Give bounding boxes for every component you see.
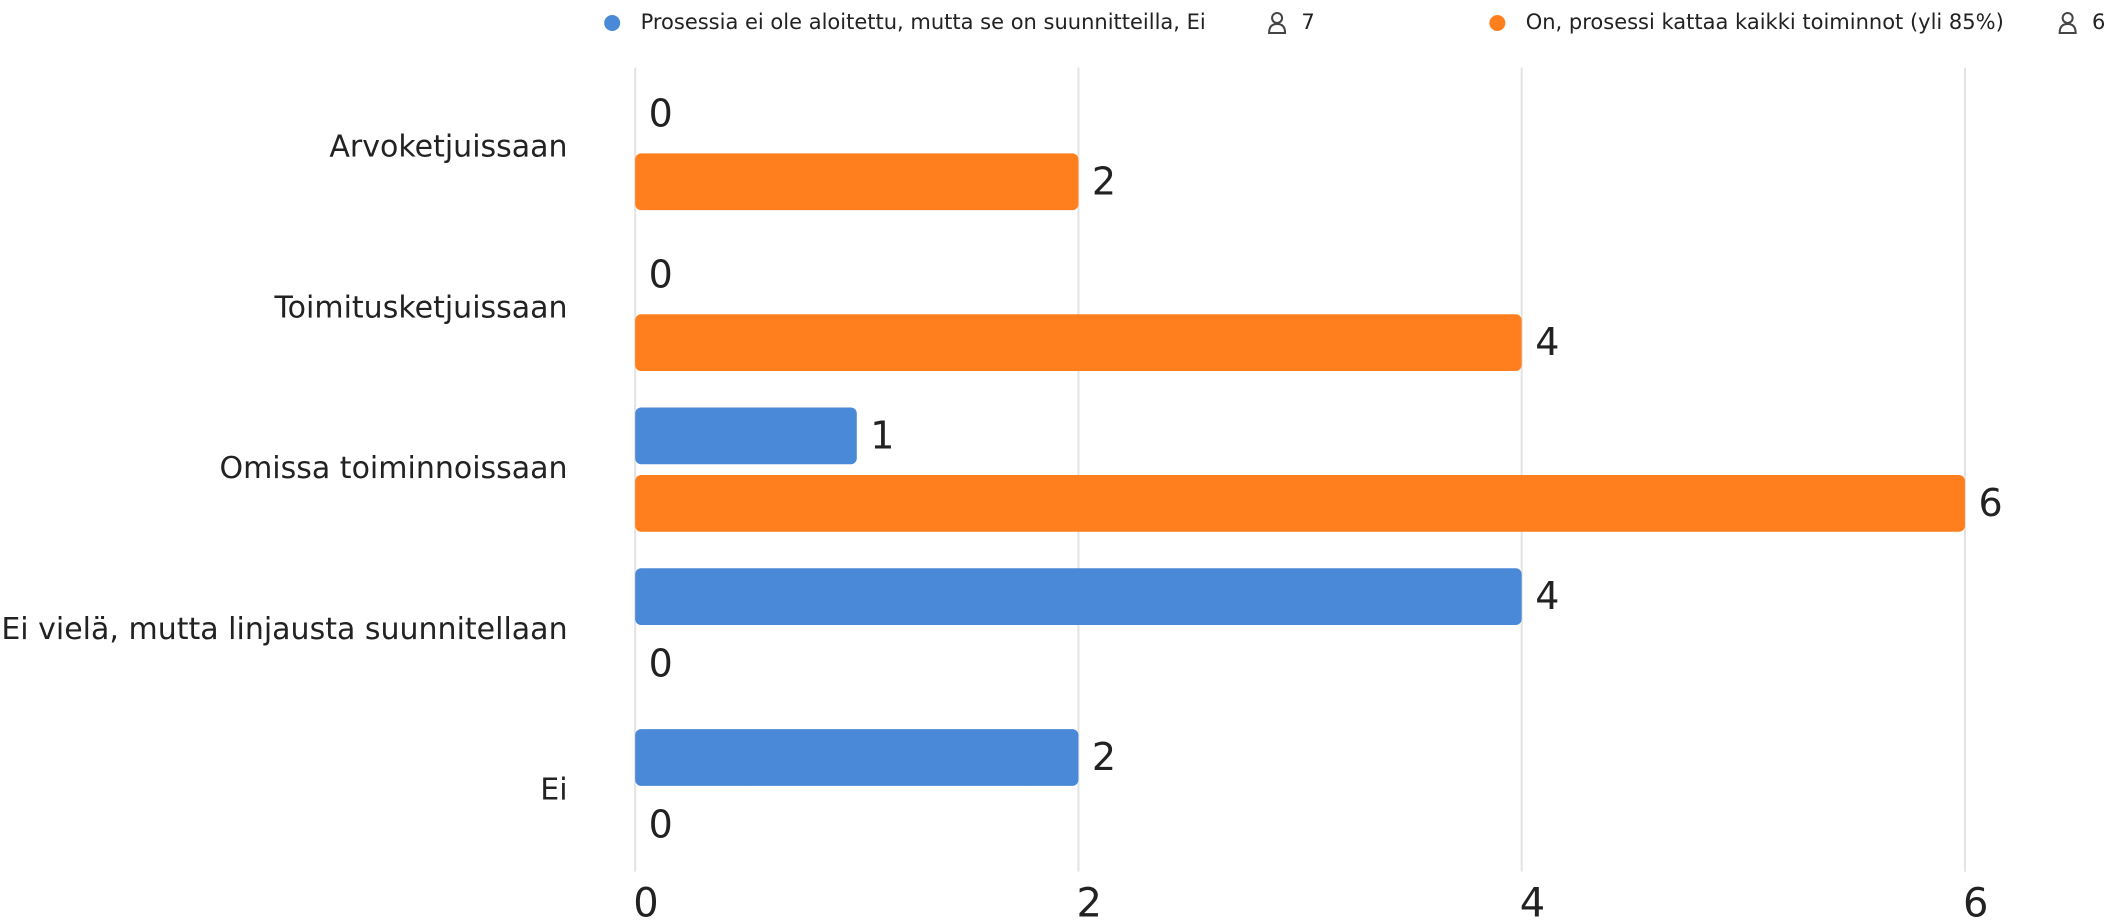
category-label: Ei xyxy=(540,773,567,808)
value-label: 2 xyxy=(1092,735,1116,779)
category-label: Ei vielä, mutta linjausta suunnitellaan xyxy=(1,612,567,647)
legend-marker xyxy=(604,14,621,31)
user-icon-body xyxy=(1268,22,1287,34)
bar xyxy=(635,314,1522,371)
user-icon-body xyxy=(2058,22,2077,34)
category-label: Omissa toiminnoissaan xyxy=(219,451,567,486)
value-label: 0 xyxy=(649,803,673,847)
value-label: 6 xyxy=(1978,481,2002,525)
category-label: Toimitusketjuissaan xyxy=(273,290,567,325)
value-label: 0 xyxy=(649,92,673,136)
x-tick-label: 2 xyxy=(1077,880,1102,924)
value-label: 4 xyxy=(1535,320,1559,364)
user-icon xyxy=(1268,11,1287,34)
value-label: 0 xyxy=(649,253,673,297)
bar xyxy=(635,475,1965,532)
bar xyxy=(635,729,1079,786)
bar xyxy=(635,568,1522,626)
x-tick-label: 4 xyxy=(1520,880,1545,924)
legend-count: 7 xyxy=(1301,10,1314,34)
user-icon-head xyxy=(1271,11,1284,24)
user-icon xyxy=(2058,11,2077,34)
value-label: 2 xyxy=(1092,159,1116,203)
legend-label: Prosessia ei ole aloitettu, mutta se on … xyxy=(641,10,1206,34)
legend-marker xyxy=(1489,14,1506,31)
x-tick-label: 0 xyxy=(633,880,658,924)
value-label: 0 xyxy=(649,642,673,686)
bar xyxy=(635,407,857,465)
category-label: Arvoketjuissaan xyxy=(329,129,567,164)
value-label: 4 xyxy=(1535,574,1559,618)
x-tick-label: 6 xyxy=(1963,880,1988,924)
user-icon-head xyxy=(2061,11,2074,24)
value-label: 1 xyxy=(870,413,894,457)
legend-count: 6 xyxy=(2092,10,2105,34)
bar xyxy=(635,153,1079,211)
legend-label: On, prosessi kattaa kaikki toiminnot (yl… xyxy=(1526,10,2004,34)
